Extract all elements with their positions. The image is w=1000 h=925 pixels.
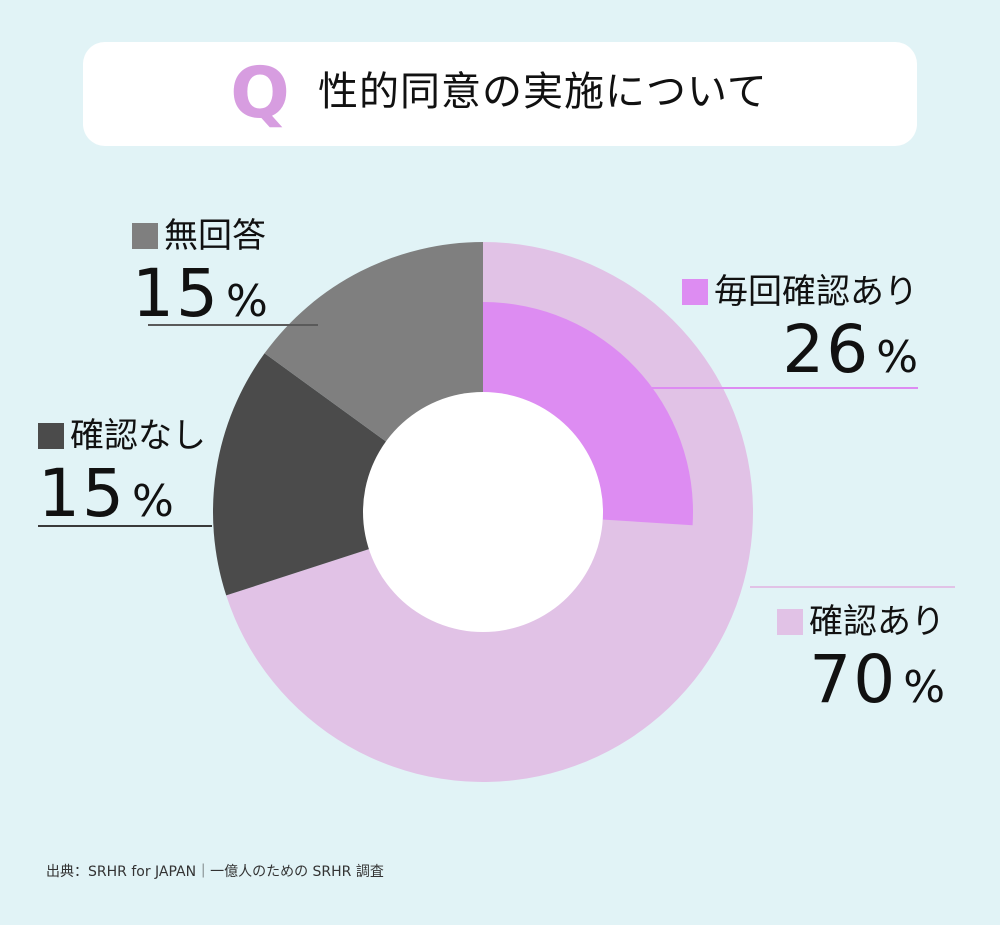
label-every-time-value: 26 [782,311,871,388]
label-confirmed: 確認あり 70% [777,600,945,724]
source-note: 出典：SRHR for JAPAN｜一億人のための SRHR 調査 [46,864,384,880]
label-every-time-name: 毎回確認あり [714,272,918,312]
label-not-confirmed-name: 確認なし [70,416,206,456]
label-confirmed-name: 確認あり [809,602,945,642]
chart-title: 性的同意の実施について [318,69,768,115]
swatch-not-confirmed [38,423,64,449]
swatch-confirmed [777,609,803,635]
donut-hole [363,392,603,632]
label-confirmed-value: 70 [809,641,898,718]
label-no-answer-value: 15 [132,255,220,332]
q-mark-icon: Q [230,57,290,133]
label-confirmed-unit: % [903,662,945,713]
label-not-confirmed: 確認なし 15% [38,414,206,538]
swatch-no-answer [132,223,158,249]
label-not-confirmed-unit: % [131,476,174,527]
swatch-every-time [682,279,708,305]
title-card [83,42,917,146]
label-no-answer-unit: % [225,276,268,327]
label-every-time-unit: % [876,332,918,383]
label-not-confirmed-value: 15 [38,455,126,532]
q-mark-letter: Q [230,57,290,133]
label-every-time: 毎回確認あり 26% [682,270,918,394]
label-no-answer-name: 無回答 [164,216,266,256]
slice-not-confirmed [212,353,483,596]
label-no-answer: 無回答 15% [132,214,268,338]
